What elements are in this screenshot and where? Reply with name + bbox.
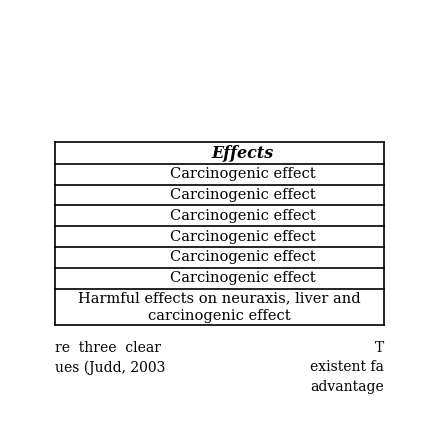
Text: Carcinogenic effect: Carcinogenic effect <box>170 188 315 202</box>
Text: Carcinogenic effect: Carcinogenic effect <box>170 167 315 181</box>
Text: Effects: Effects <box>211 145 274 161</box>
Text: Carcinogenic effect: Carcinogenic effect <box>170 250 315 265</box>
Text: Carcinogenic effect: Carcinogenic effect <box>170 229 315 244</box>
Text: T
existent fa
advantage: T existent fa advantage <box>310 341 383 394</box>
Text: Carcinogenic effect: Carcinogenic effect <box>170 271 315 285</box>
Text: re  three  clear
ues (Judd, 2003: re three clear ues (Judd, 2003 <box>55 341 166 375</box>
Text: Carcinogenic effect: Carcinogenic effect <box>170 209 315 223</box>
Text: Harmful effects on neuraxis, liver and
carcinogenic effect: Harmful effects on neuraxis, liver and c… <box>78 291 361 323</box>
